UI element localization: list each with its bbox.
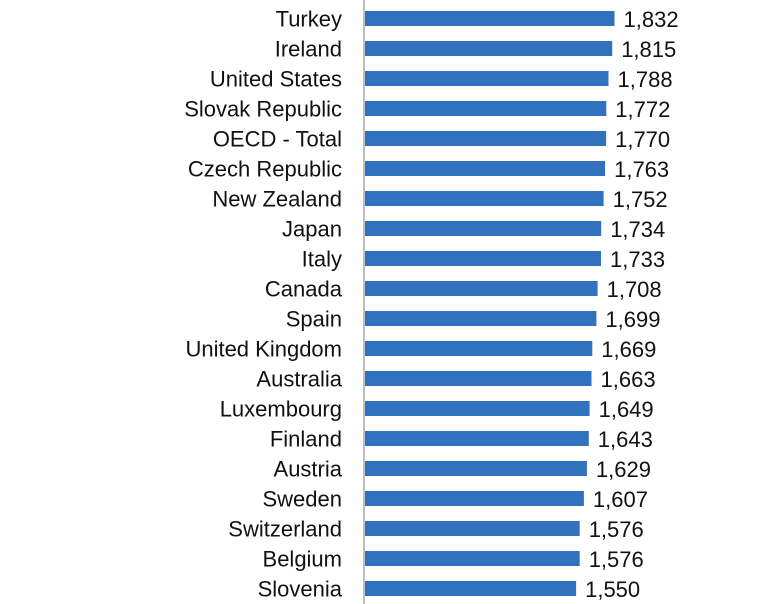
- category-label: Austria: [274, 457, 343, 482]
- category-label: Slovenia: [258, 577, 343, 602]
- category-label: Czech Republic: [188, 157, 342, 182]
- value-labels: 1,832 1,815 1,788 1,772 1,770 1,763 1,752 1,734…: [585, 7, 678, 602]
- category-label: New Zealand: [212, 187, 342, 212]
- value-label: 1,669: [601, 337, 656, 362]
- value-label: 1,550: [585, 577, 640, 602]
- category-label: Turkey: [276, 7, 342, 32]
- value-label: 1,788: [618, 67, 673, 92]
- category-label: United States: [210, 67, 342, 92]
- category-label: Japan: [282, 217, 342, 242]
- value-label: 1,752: [613, 187, 668, 212]
- category-label: United Kingdom: [185, 337, 342, 362]
- value-label: 1,733: [610, 247, 665, 272]
- bar-spain: [365, 311, 597, 326]
- category-label: Canada: [265, 277, 343, 302]
- category-label: Slovak Republic: [184, 97, 342, 122]
- bar-japan: [365, 221, 602, 236]
- bar-turkey: [365, 11, 615, 26]
- bar-australia: [365, 371, 592, 386]
- bar-slovak-republic: [365, 101, 607, 116]
- category-labels: Turkey Ireland United States Slovak Republi…: [184, 7, 343, 602]
- value-label: 1,607: [593, 487, 648, 512]
- bar-slovenia: [365, 581, 577, 596]
- value-label: 1,643: [598, 427, 653, 452]
- value-label: 1,772: [615, 97, 670, 122]
- category-label: Switzerland: [228, 517, 342, 542]
- value-label: 1,815: [621, 37, 676, 62]
- bar-new-zealand: [365, 191, 604, 206]
- value-label: 1,763: [614, 157, 669, 182]
- category-label: Sweden: [262, 487, 342, 512]
- bar-united-kingdom: [365, 341, 593, 356]
- category-label: Belgium: [263, 547, 342, 572]
- value-label: 1,770: [615, 127, 670, 152]
- value-label: 1,699: [605, 307, 660, 332]
- category-label: Australia: [256, 367, 342, 392]
- bar-canada: [365, 281, 598, 296]
- bar-luxembourg: [365, 401, 590, 416]
- value-label: 1,629: [596, 457, 651, 482]
- category-label: Spain: [286, 307, 342, 332]
- bars-group: [365, 11, 615, 596]
- value-label: 1,649: [599, 397, 654, 422]
- value-label: 1,708: [607, 277, 662, 302]
- bar-czech-republic: [365, 161, 606, 176]
- category-label: Italy: [302, 247, 342, 272]
- bar-finland: [365, 431, 589, 446]
- category-label: Ireland: [275, 37, 342, 62]
- value-label: 1,576: [589, 547, 644, 572]
- bar-switzerland: [365, 521, 580, 536]
- value-label: 1,734: [610, 217, 665, 242]
- bar-belgium: [365, 551, 580, 566]
- value-label: 1,832: [624, 7, 679, 32]
- category-label: Finland: [270, 427, 342, 452]
- bar-italy: [365, 251, 601, 266]
- bar-ireland: [365, 41, 613, 56]
- category-label: OECD - Total: [213, 127, 342, 152]
- bar-austria: [365, 461, 587, 476]
- category-label: Luxembourg: [220, 397, 342, 422]
- bar-sweden: [365, 491, 584, 506]
- value-label: 1,663: [601, 367, 656, 392]
- bar-united-states: [365, 71, 609, 86]
- bar-oecd-total: [365, 131, 607, 146]
- value-label: 1,576: [589, 517, 644, 542]
